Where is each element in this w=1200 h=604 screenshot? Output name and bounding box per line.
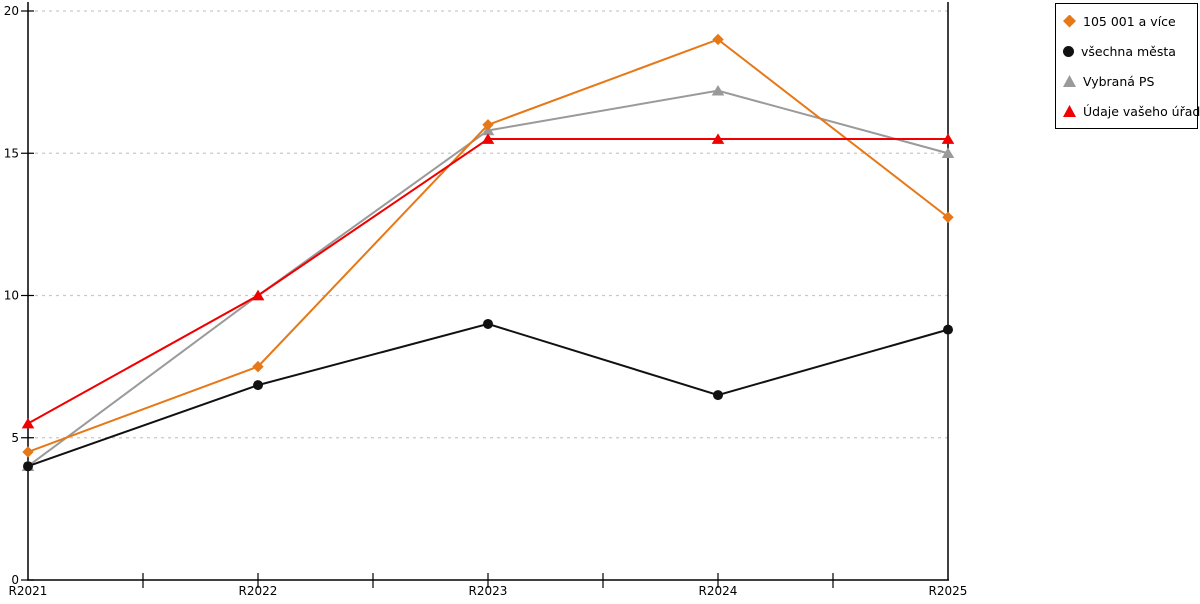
data-point-marker <box>482 119 494 131</box>
triangle-marker-icon <box>1063 105 1076 117</box>
series-line <box>27 38 949 453</box>
y-tick-label: 20 <box>4 4 19 18</box>
series-line <box>27 138 948 425</box>
series-line <box>27 322 949 468</box>
data-point-marker <box>711 133 725 144</box>
data-point-marker <box>23 461 33 472</box>
data-point-marker <box>711 84 725 96</box>
legend-label: 105 001 a více <box>1083 13 1176 29</box>
legend-box: 105 001 a více všechna města Vybraná PS … <box>1055 3 1200 129</box>
x-tick-label: R2022 <box>239 584 278 598</box>
legend-item: Údaje vašeho úřadu <box>1063 96 1200 126</box>
data-point-marker <box>941 147 955 159</box>
data-point-marker <box>712 33 724 46</box>
triangle-marker-icon <box>1063 75 1076 87</box>
data-point-marker <box>713 390 723 401</box>
data-point-marker <box>253 380 263 391</box>
diamond-marker-icon <box>1063 14 1076 28</box>
data-point-marker <box>942 211 954 223</box>
y-tick-label: 15 <box>4 146 19 160</box>
x-tick-label: R2025 <box>929 584 968 598</box>
x-tick-label: R2024 <box>699 584 738 598</box>
y-tick-label: 5 <box>11 431 19 445</box>
y-tick-label: 10 <box>4 289 19 303</box>
legend-item: všechna města <box>1063 36 1197 66</box>
data-point-marker <box>21 417 35 429</box>
data-point-marker <box>22 446 34 458</box>
data-point-marker <box>941 133 955 144</box>
x-tick-label: R2021 <box>9 584 48 598</box>
data-point-marker <box>481 133 495 144</box>
x-tick-label: R2023 <box>469 584 508 598</box>
legend-label: Údaje vašeho úřadu <box>1083 103 1200 119</box>
legend-label: Vybraná PS <box>1083 73 1155 89</box>
data-point-marker <box>943 324 953 335</box>
legend-label: všechna města <box>1081 43 1176 59</box>
legend-item: Vybraná PS <box>1063 66 1197 96</box>
y-tick-label: 0 <box>11 573 19 587</box>
circle-marker-icon <box>1063 45 1074 57</box>
data-point-marker <box>483 318 493 329</box>
data-point-marker <box>252 360 264 373</box>
data-point-marker <box>251 289 265 301</box>
series-line <box>27 89 949 468</box>
legend-item: 105 001 a více <box>1063 6 1197 36</box>
